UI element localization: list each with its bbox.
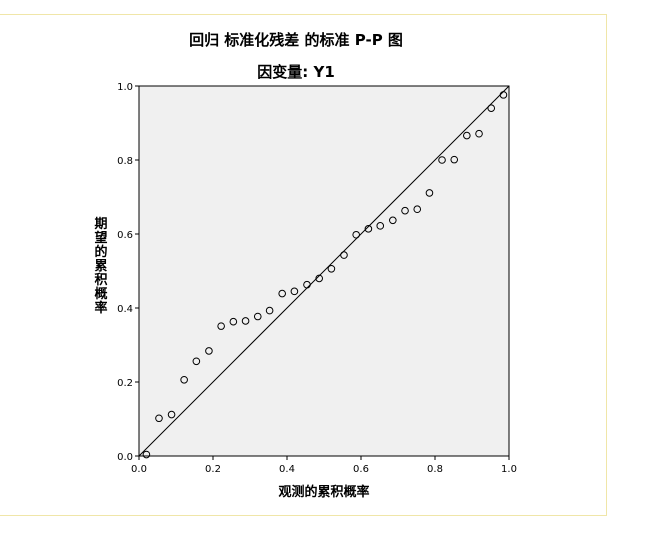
- chart-subtitle: 因变量: Y1: [257, 63, 335, 81]
- chart-title: 回归 标准化残差 的标准 P-P 图: [189, 31, 403, 49]
- data-point: [155, 414, 163, 423]
- data-point: [438, 156, 446, 164]
- data-point: [352, 230, 360, 239]
- x-axis-label: 观测的累积概率: [278, 484, 369, 500]
- data-points: [142, 91, 508, 459]
- data-point: [315, 274, 323, 283]
- data-point: [450, 155, 459, 164]
- data-point: [167, 410, 176, 419]
- data-point: [487, 104, 496, 112]
- data-point: [463, 131, 471, 140]
- data-point: [241, 317, 250, 325]
- x-tick-label: 0.2: [205, 464, 221, 475]
- data-point: [303, 280, 311, 289]
- data-point: [389, 216, 397, 225]
- x-tick-label: 0.8: [427, 464, 443, 475]
- data-point: [425, 189, 434, 197]
- data-point: [217, 322, 225, 330]
- data-point: [265, 306, 274, 315]
- data-point: [327, 264, 336, 273]
- data-point: [192, 357, 201, 366]
- y-tick-label: 0.2: [117, 378, 133, 389]
- axis-ticks: 0.0 0.2 0.4 0.6 0.8 1.0 0.0 0.2 0.4 0.6 0.8 1.0: [117, 82, 517, 475]
- reference-line: [138, 85, 510, 457]
- y-tick-label: 0.4: [117, 304, 133, 315]
- x-tick-label: 0.6: [353, 464, 369, 475]
- data-point: [475, 129, 483, 138]
- data-point: [229, 317, 238, 326]
- data-point: [376, 222, 385, 230]
- data-point: [290, 287, 299, 296]
- x-tick-label: 0.4: [279, 464, 295, 475]
- y-tick-label: 0.0: [117, 452, 133, 463]
- data-point: [180, 375, 188, 384]
- y-tick-label: 1.0: [117, 82, 133, 93]
- y-axis-label: 期望的累积概率: [94, 217, 107, 316]
- data-point: [142, 450, 151, 459]
- data-point: [340, 251, 348, 259]
- data-point: [413, 205, 422, 214]
- data-point: [499, 91, 508, 99]
- x-tick-label: 1.0: [501, 464, 517, 475]
- y-tick-label: 0.8: [117, 156, 133, 167]
- data-point: [205, 347, 213, 355]
- data-point: [364, 225, 373, 233]
- data-point: [401, 206, 409, 215]
- data-point: [253, 312, 262, 321]
- y-tick-label: 0.6: [117, 230, 133, 241]
- x-tick-label: 0.0: [131, 464, 147, 475]
- data-point: [278, 289, 286, 298]
